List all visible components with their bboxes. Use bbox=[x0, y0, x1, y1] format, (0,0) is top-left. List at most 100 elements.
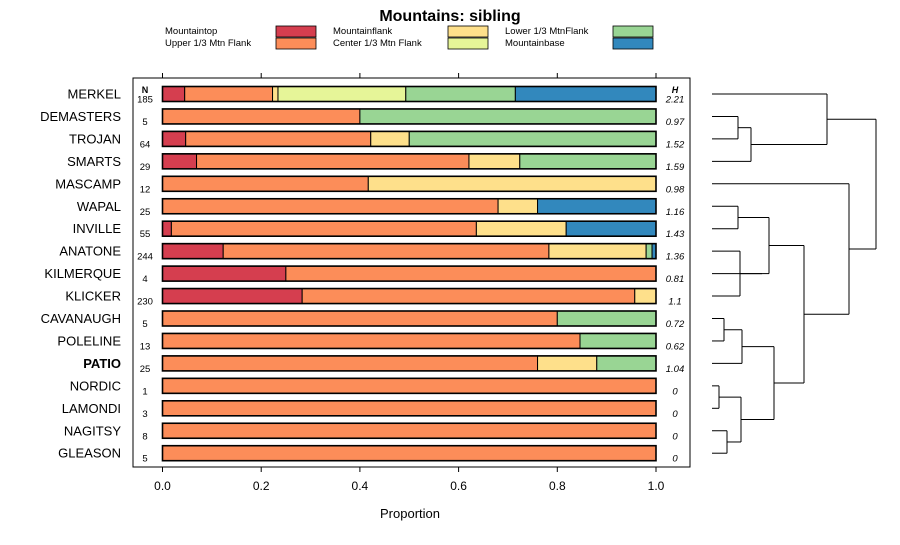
row-n-value: 5 bbox=[142, 454, 147, 465]
bar-outline bbox=[161, 287, 657, 305]
bar-segment-mountainflank bbox=[468, 153, 521, 170]
bar-segment-mountaintop bbox=[162, 220, 172, 237]
legend-label-mountainbase: Mountainbase bbox=[505, 38, 565, 49]
bar-segment-lower-1-3-mtnflank bbox=[579, 332, 657, 349]
bar-segment-lower-1-3-mtnflank bbox=[645, 243, 653, 260]
bar-segment-upper-1-3-mtn-flank bbox=[170, 220, 477, 237]
n-header: N bbox=[142, 85, 149, 95]
row-label: MASCAMP bbox=[55, 176, 121, 191]
row-label: WAPAL bbox=[77, 199, 121, 214]
bar-segment-mountainflank bbox=[537, 355, 598, 372]
row-h-value: 0 bbox=[672, 386, 678, 397]
bar-outline bbox=[161, 197, 657, 215]
bar-outline bbox=[161, 399, 657, 417]
bar-outline bbox=[161, 108, 657, 125]
row-label: LAMONDI bbox=[62, 401, 121, 416]
row-n-value: 1 bbox=[142, 386, 147, 397]
bar-outline bbox=[161, 265, 657, 282]
legend-label-upper-1-3-mtn-flank: Upper 1/3 Mtn Flank bbox=[165, 38, 251, 49]
row-h-value: 1.1 bbox=[668, 297, 681, 308]
h-header: H bbox=[672, 85, 679, 95]
row-label: NAGITSY bbox=[64, 423, 121, 438]
x-tick-label: 0.0 bbox=[154, 479, 171, 493]
bar-segment-lower-1-3-mtnflank bbox=[596, 355, 657, 372]
bar-segment-mountainflank bbox=[634, 288, 657, 305]
bar-segment-upper-1-3-mtn-flank bbox=[162, 108, 361, 125]
row-lamondi: LAMONDI 3 0 bbox=[62, 399, 678, 420]
legend-swatch-mountainflank bbox=[447, 25, 489, 38]
row-h-value: 1.43 bbox=[666, 229, 685, 240]
bar-segment-mountainflank bbox=[497, 198, 539, 215]
bar-segment-lower-1-3-mtnflank bbox=[408, 130, 657, 147]
row-label: TROJAN bbox=[69, 131, 121, 146]
bar-segment-lower-1-3-mtnflank bbox=[519, 153, 657, 170]
legend-swatch-lower-1-3-mtnflank bbox=[612, 25, 654, 38]
row-n-value: 244 bbox=[137, 252, 153, 263]
row-h-value: 1.36 bbox=[666, 252, 685, 263]
row-label: MERKEL bbox=[68, 87, 121, 102]
chart-title: Mountains: sibling bbox=[379, 8, 520, 25]
row-klicker: KLICKER 230 1.1 bbox=[65, 287, 682, 308]
bar-segment-upper-1-3-mtn-flank bbox=[222, 243, 550, 260]
row-trojan: TROJAN 64 1.52 bbox=[69, 130, 685, 150]
row-n-value: 64 bbox=[140, 139, 151, 150]
row-cavanaugh: CAVANAUGH 5 0.72 bbox=[41, 310, 685, 330]
bar-outline bbox=[161, 85, 657, 103]
x-tick-label: 1.0 bbox=[648, 479, 665, 493]
bar-segment-mountainbase bbox=[565, 220, 657, 237]
row-n-value: 230 bbox=[137, 297, 153, 308]
bar-segment-upper-1-3-mtn-flank bbox=[184, 86, 274, 102]
bar-segment-upper-1-3-mtn-flank bbox=[162, 198, 499, 215]
row-label: KILMERQUE bbox=[44, 266, 121, 281]
row-h-value: 0.97 bbox=[666, 117, 685, 128]
row-n-value: 12 bbox=[140, 184, 151, 195]
bar-segment-mountaintop bbox=[162, 130, 187, 147]
bar-segment-mountainflank bbox=[548, 243, 647, 260]
bar-segment-mountaintop bbox=[162, 153, 198, 170]
bar-segment-upper-1-3-mtn-flank bbox=[162, 355, 539, 372]
row-wapal: WAPAL 25 1.16 bbox=[77, 197, 685, 218]
row-n-value: 8 bbox=[142, 431, 147, 442]
row-label: ANATONE bbox=[59, 244, 121, 259]
bar-outline bbox=[161, 220, 657, 237]
bar-segment-upper-1-3-mtn-flank bbox=[196, 153, 470, 170]
bar-segment-upper-1-3-mtn-flank bbox=[162, 310, 558, 327]
row-label: KLICKER bbox=[65, 289, 121, 304]
bar-segment-upper-1-3-mtn-flank bbox=[162, 175, 369, 192]
row-nagitsy: NAGITSY 8 0 bbox=[64, 422, 678, 442]
legend-label-lower-1-3-mtnflank: Lower 1/3 MtnFlank bbox=[505, 26, 589, 37]
row-h-value: 1.52 bbox=[666, 139, 685, 150]
row-label: POLELINE bbox=[57, 333, 121, 348]
bar-outline bbox=[161, 377, 657, 395]
row-h-value: 0.81 bbox=[666, 274, 685, 285]
row-h-value: 1.04 bbox=[666, 364, 685, 375]
row-h-value: 2.21 bbox=[665, 95, 685, 106]
row-h-value: 0 bbox=[672, 431, 678, 442]
x-tick-label: 0.4 bbox=[352, 479, 369, 493]
row-h-value: 0.98 bbox=[666, 184, 685, 195]
row-h-value: 0 bbox=[672, 409, 678, 420]
bar-outline bbox=[161, 422, 657, 440]
x-tick-label: 0.6 bbox=[450, 479, 467, 493]
x-tick-label: 0.2 bbox=[253, 479, 270, 493]
bar-outline bbox=[161, 242, 657, 260]
row-h-value: 1.59 bbox=[666, 162, 685, 173]
bar-segment-mountainflank bbox=[367, 175, 657, 192]
bar-segment-lower-1-3-mtnflank bbox=[359, 108, 657, 125]
row-label: DEMASTERS bbox=[40, 109, 121, 124]
row-n-value: 5 bbox=[142, 319, 147, 330]
row-mascamp: MASCAMP 12 0.98 bbox=[55, 175, 685, 195]
row-label: GLEASON bbox=[58, 446, 121, 461]
legend-label-center-1-3-mtn-flank: Center 1/3 Mtn Flank bbox=[333, 38, 422, 49]
bar-segment-upper-1-3-mtn-flank bbox=[162, 422, 657, 439]
row-label: INVILLE bbox=[73, 221, 122, 236]
legend-swatch-mountainbase bbox=[612, 37, 654, 50]
row-poleline: POLELINE 13 0.62 bbox=[57, 332, 685, 352]
dendrogram bbox=[712, 93, 877, 454]
row-h-value: 0.72 bbox=[666, 319, 685, 330]
bar-segment-upper-1-3-mtn-flank bbox=[301, 288, 636, 305]
row-n-value: 29 bbox=[140, 162, 151, 173]
bar-segment-lower-1-3-mtnflank bbox=[405, 86, 516, 102]
